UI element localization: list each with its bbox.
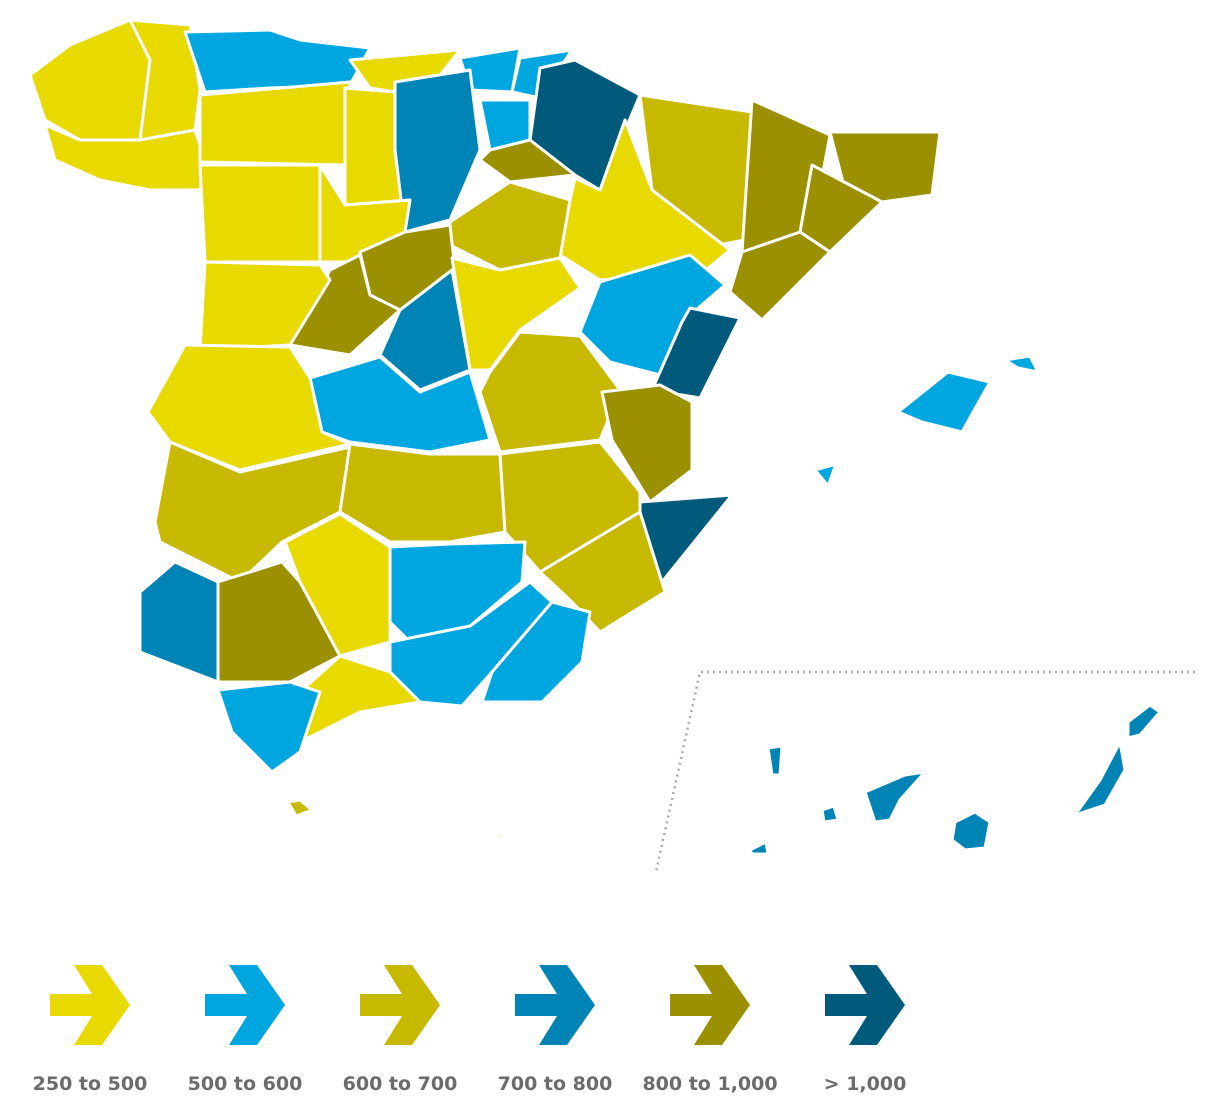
canary-frame	[654, 670, 1195, 873]
legend-arrow	[670, 965, 750, 1045]
province	[198, 163, 322, 264]
legend-label: 250 to 500	[33, 1073, 148, 1095]
legend-label: > 1,000	[824, 1073, 907, 1095]
legend-arrow	[515, 965, 595, 1045]
legend-arrow	[50, 965, 130, 1045]
province	[728, 230, 832, 322]
legend-label: 500 to 600	[188, 1073, 303, 1095]
province	[1126, 703, 1162, 740]
province	[820, 804, 840, 824]
province	[450, 256, 582, 372]
province	[393, 68, 482, 234]
province	[1003, 354, 1040, 374]
province	[216, 680, 322, 774]
province	[478, 138, 577, 184]
province	[378, 268, 472, 392]
province	[600, 383, 694, 504]
legend: 250 to 500 500 to 600 600 to 700 700 to 800…	[33, 965, 907, 1095]
province	[198, 80, 352, 167]
province	[448, 180, 572, 272]
province	[28, 18, 152, 142]
legend-label: 600 to 700	[343, 1073, 458, 1095]
legend-arrow	[205, 965, 285, 1045]
province	[950, 810, 992, 852]
province	[748, 840, 770, 856]
province	[338, 442, 507, 544]
province	[863, 770, 927, 824]
province	[480, 600, 592, 704]
province	[198, 260, 332, 352]
province	[1073, 740, 1127, 817]
province	[288, 253, 402, 357]
province	[494, 830, 504, 844]
province	[766, 744, 784, 777]
legend-arrow	[360, 965, 440, 1045]
province	[286, 798, 314, 818]
province	[538, 510, 667, 634]
legend-arrow	[825, 965, 905, 1045]
legend-label: 700 to 800	[498, 1073, 613, 1095]
provinces	[28, 18, 1162, 856]
province	[388, 540, 527, 644]
legend-label: 800 to 1,000	[642, 1073, 777, 1095]
province	[896, 370, 992, 434]
province	[813, 462, 838, 488]
